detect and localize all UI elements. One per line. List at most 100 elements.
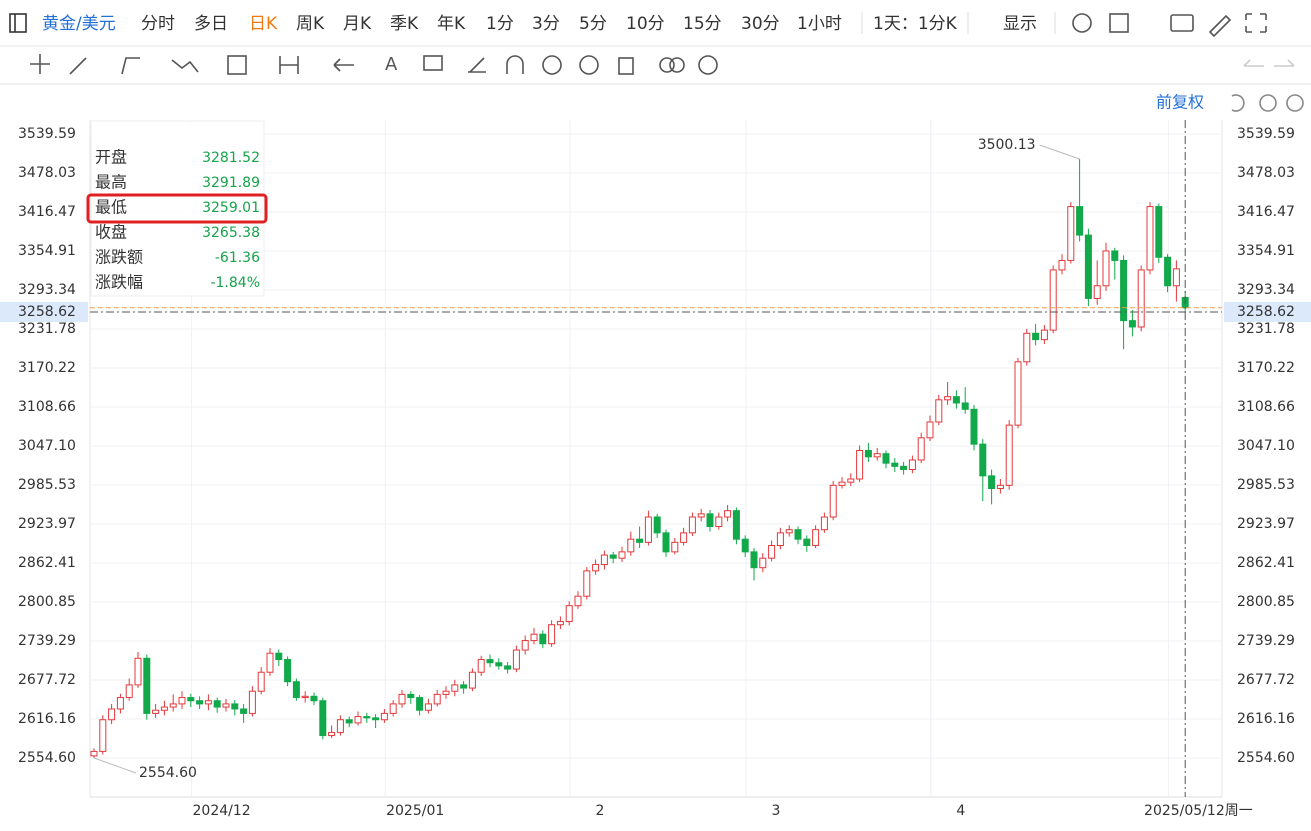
timeframe-tab[interactable]: 1天：1分K bbox=[873, 14, 958, 34]
candle-body bbox=[908, 459, 916, 471]
timeframe-tab[interactable]: 5分 bbox=[579, 14, 607, 34]
candle-body bbox=[398, 693, 406, 705]
pen-icon[interactable] bbox=[1208, 14, 1232, 38]
y-tick-label-right: 2923.97 bbox=[1237, 516, 1295, 532]
candle-body bbox=[204, 700, 212, 705]
candle-body bbox=[372, 717, 380, 721]
info-label: 最高 bbox=[95, 173, 127, 192]
candle-body bbox=[468, 671, 476, 689]
settings-tool[interactable] bbox=[698, 55, 718, 75]
timeframe-tab[interactable]: 1小时 bbox=[797, 14, 842, 34]
fib-tool[interactable] bbox=[227, 55, 247, 75]
candle-body bbox=[856, 449, 864, 480]
candle-body bbox=[847, 478, 855, 483]
candle-body bbox=[636, 538, 644, 543]
timeframe-tab[interactable]: 周K bbox=[296, 14, 325, 34]
text-tool-icon[interactable]: A bbox=[385, 54, 398, 75]
timeframe-tab[interactable]: 15分 bbox=[683, 14, 722, 34]
candle-body bbox=[996, 484, 1004, 490]
info-label: 涨跌幅 bbox=[95, 273, 143, 292]
y-tick-label-left: 3108.66 bbox=[18, 399, 76, 415]
timeframe-tab[interactable]: 黄金/美元 bbox=[42, 14, 116, 34]
candle-body bbox=[178, 697, 186, 705]
fullscreen-icon[interactable] bbox=[1245, 13, 1267, 33]
undo[interactable] bbox=[1243, 59, 1264, 67]
magnet-tool[interactable] bbox=[506, 55, 524, 74]
candle-body bbox=[160, 706, 168, 711]
adjust-mode[interactable]: 前复权 bbox=[1156, 93, 1204, 112]
candle-body bbox=[433, 693, 441, 705]
candle-body bbox=[1093, 285, 1101, 299]
timeframe-tab[interactable]: 月K bbox=[343, 14, 372, 34]
candle-body bbox=[90, 750, 98, 757]
info-value: -61.36 bbox=[215, 250, 260, 266]
info-value: 3259.01 bbox=[202, 200, 260, 216]
y-tick-label-left: 2800.85 bbox=[18, 594, 76, 610]
candle-body bbox=[116, 697, 124, 710]
delete-tool[interactable] bbox=[618, 57, 634, 75]
highlight-box bbox=[86, 193, 268, 224]
candle-body bbox=[662, 532, 670, 553]
candle-body bbox=[1014, 361, 1022, 426]
min-label: 2554.60 bbox=[139, 765, 197, 781]
candle-body bbox=[380, 712, 388, 721]
x-tick-label: 2025/01 bbox=[386, 803, 444, 819]
candle-body bbox=[556, 621, 564, 626]
arrow-tool[interactable] bbox=[333, 58, 354, 72]
candles bbox=[90, 159, 1189, 759]
candle-body bbox=[1164, 256, 1172, 287]
timeframe-tab[interactable]: 分时 bbox=[141, 14, 175, 34]
candle-body bbox=[944, 396, 952, 401]
reset[interactable] bbox=[1231, 94, 1245, 112]
wave-tool[interactable] bbox=[171, 59, 199, 73]
settings-icon[interactable] bbox=[1072, 13, 1092, 33]
timeframe-tab[interactable]: 季K bbox=[390, 14, 419, 34]
candle-body bbox=[108, 708, 116, 721]
measure-tool[interactable] bbox=[279, 56, 299, 74]
candle-body bbox=[240, 708, 248, 714]
crosshair-price: 3258.62 bbox=[18, 304, 76, 320]
sidebar-icon[interactable] bbox=[9, 13, 27, 33]
candle-body bbox=[644, 516, 652, 543]
timeframe-tab[interactable]: 3分 bbox=[532, 14, 560, 34]
candle-body bbox=[891, 462, 899, 467]
color-icon[interactable] bbox=[1109, 13, 1129, 33]
camera-icon[interactable] bbox=[1170, 14, 1194, 32]
timeframe-tab[interactable]: 日K bbox=[249, 14, 278, 34]
candle-body bbox=[477, 659, 485, 673]
timeframe-tab[interactable]: 1分 bbox=[486, 14, 514, 34]
candle-body bbox=[1146, 206, 1154, 271]
channel-tool[interactable] bbox=[121, 57, 140, 75]
candle-body bbox=[1120, 259, 1128, 322]
timeframe-tab[interactable]: 年K bbox=[437, 14, 466, 34]
y-tick-label-left: 2923.97 bbox=[18, 516, 76, 532]
note-tool[interactable] bbox=[423, 55, 443, 71]
zoom-out[interactable] bbox=[1259, 94, 1277, 112]
candle-body bbox=[812, 529, 820, 547]
timeframe-tab[interactable]: 30分 bbox=[741, 14, 780, 34]
zoom-in[interactable] bbox=[1286, 94, 1304, 112]
lock-tool[interactable] bbox=[542, 55, 562, 75]
compare-tool[interactable] bbox=[669, 57, 685, 73]
move-tool[interactable] bbox=[30, 54, 50, 74]
candle-body bbox=[600, 554, 608, 566]
candle-body bbox=[319, 700, 327, 737]
candle-body bbox=[970, 408, 978, 445]
candle-body bbox=[99, 719, 107, 752]
redo[interactable] bbox=[1274, 59, 1295, 67]
timeframe-tab[interactable]: 多日 bbox=[194, 14, 228, 34]
timeframe-tab[interactable]: 10分 bbox=[626, 14, 665, 34]
line-tool[interactable] bbox=[69, 57, 87, 75]
compare-tool[interactable] bbox=[659, 57, 675, 73]
hide-tool[interactable] bbox=[579, 55, 599, 75]
y-tick-label-left: 2616.16 bbox=[18, 711, 76, 727]
timeframe-tab[interactable]: 显示 bbox=[1003, 14, 1037, 34]
brush-tool[interactable] bbox=[468, 57, 486, 73]
candle-body bbox=[389, 703, 397, 714]
candle-body bbox=[310, 695, 318, 702]
candle-body bbox=[900, 465, 908, 471]
info-label: 收盘 bbox=[95, 223, 127, 242]
candle-body bbox=[143, 657, 151, 714]
candle-body bbox=[134, 657, 142, 686]
